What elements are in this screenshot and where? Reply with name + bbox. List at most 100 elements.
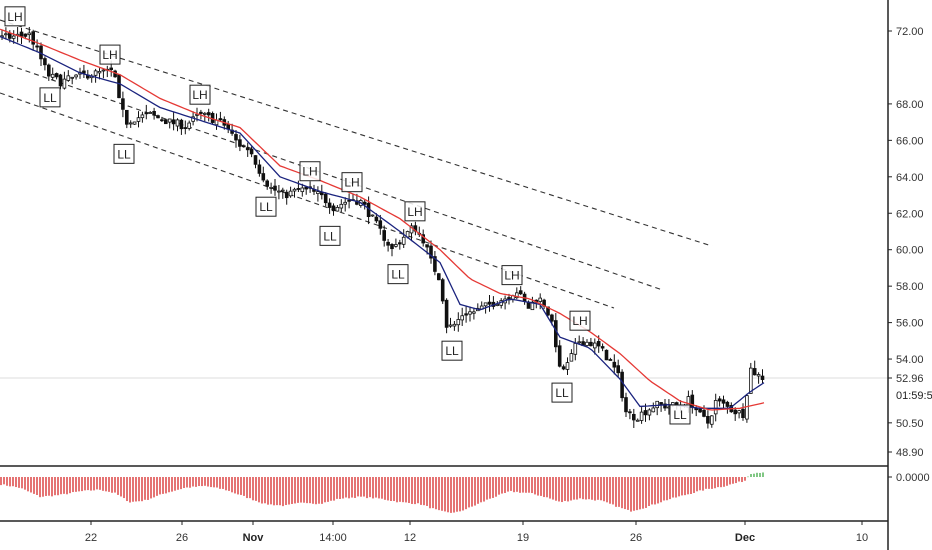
candle-body[interactable] bbox=[655, 400, 659, 409]
candle-body[interactable] bbox=[386, 241, 390, 246]
candle-body[interactable] bbox=[635, 419, 640, 422]
candle-body[interactable] bbox=[257, 164, 262, 174]
candle-body[interactable] bbox=[4, 33, 8, 36]
candle-body[interactable] bbox=[132, 121, 137, 125]
candle-body[interactable] bbox=[70, 76, 75, 79]
candle-body[interactable] bbox=[632, 413, 636, 421]
candle-body[interactable] bbox=[195, 114, 199, 116]
candle-body[interactable] bbox=[249, 148, 254, 155]
candle-body[interactable] bbox=[277, 190, 281, 193]
candle-body[interactable] bbox=[11, 35, 16, 39]
candle-body[interactable] bbox=[47, 64, 51, 77]
candle-body[interactable] bbox=[199, 111, 203, 114]
candle-body[interactable] bbox=[335, 207, 340, 212]
candle-body[interactable] bbox=[273, 185, 277, 191]
candle-body[interactable] bbox=[749, 367, 753, 394]
candle-body[interactable] bbox=[31, 31, 35, 45]
candle-body[interactable] bbox=[304, 186, 308, 190]
candle-body[interactable] bbox=[421, 234, 425, 244]
candle-body[interactable] bbox=[54, 73, 59, 78]
candle-body[interactable] bbox=[674, 402, 679, 406]
lower-high-label[interactable]: LH bbox=[569, 310, 591, 331]
candle-body[interactable] bbox=[596, 341, 601, 347]
candle-body[interactable] bbox=[319, 192, 324, 196]
price-axis-ticks[interactable]: 72.00 68.00 66.00 64.00 62.00 60.00 58.00 56.00… bbox=[888, 26, 924, 459]
candle-body[interactable] bbox=[179, 119, 184, 130]
candle-body[interactable] bbox=[394, 244, 398, 247]
candle-body[interactable] bbox=[737, 410, 741, 414]
candle-body[interactable] bbox=[66, 75, 71, 81]
candle-body[interactable] bbox=[487, 301, 492, 305]
candle-body[interactable] bbox=[327, 202, 332, 208]
candle-body[interactable] bbox=[265, 180, 269, 187]
candle-body[interactable] bbox=[140, 114, 145, 119]
candle-body[interactable] bbox=[557, 345, 562, 367]
candle-body[interactable] bbox=[589, 341, 593, 347]
candle-body[interactable] bbox=[296, 188, 301, 190]
lower-high-label[interactable]: LH bbox=[189, 84, 211, 105]
candle-body[interactable] bbox=[19, 31, 24, 37]
candle-body[interactable] bbox=[600, 346, 605, 349]
candle-body[interactable] bbox=[35, 45, 39, 48]
candle-body[interactable] bbox=[628, 411, 632, 414]
candle-body[interactable] bbox=[234, 134, 238, 141]
candle-body[interactable] bbox=[316, 191, 320, 194]
candle-body[interactable] bbox=[245, 147, 250, 151]
candle-body[interactable] bbox=[378, 220, 383, 229]
candle-body[interactable] bbox=[183, 127, 188, 129]
candle-body[interactable] bbox=[397, 242, 402, 245]
candle-body[interactable] bbox=[530, 301, 535, 311]
candle-body[interactable] bbox=[663, 403, 667, 409]
candle-body[interactable] bbox=[261, 173, 266, 181]
candle-body[interactable] bbox=[163, 119, 168, 125]
candle-body[interactable] bbox=[690, 394, 695, 407]
lower-high-label[interactable]: LH bbox=[299, 161, 321, 182]
candle-body[interactable] bbox=[401, 236, 406, 245]
candle-body[interactable] bbox=[554, 320, 558, 348]
candle-body[interactable] bbox=[624, 397, 628, 413]
candle-body[interactable] bbox=[339, 203, 344, 209]
candle-body[interactable] bbox=[136, 117, 141, 122]
candle-body[interactable] bbox=[288, 190, 293, 197]
candle-body[interactable] bbox=[647, 409, 652, 416]
candle-body[interactable] bbox=[50, 73, 55, 78]
candle-body[interactable] bbox=[429, 245, 433, 259]
candle-body[interactable] bbox=[550, 314, 554, 322]
candle-body[interactable] bbox=[620, 371, 624, 399]
candle-body[interactable] bbox=[300, 187, 305, 193]
candle-body[interactable] bbox=[160, 119, 164, 122]
candle-body[interactable] bbox=[433, 256, 437, 272]
candle-body[interactable] bbox=[721, 399, 726, 404]
lower-low-label[interactable]: LL bbox=[669, 404, 691, 425]
candle-body[interactable] bbox=[460, 315, 464, 321]
candle-body[interactable] bbox=[323, 193, 328, 204]
candle-body[interactable] bbox=[452, 323, 457, 327]
candle-body[interactable] bbox=[7, 33, 12, 39]
candle-body[interactable] bbox=[280, 189, 285, 192]
candle-body[interactable] bbox=[561, 366, 566, 370]
candle-body[interactable] bbox=[752, 368, 757, 376]
candle-body[interactable] bbox=[269, 186, 273, 189]
candle-body[interactable] bbox=[495, 304, 500, 306]
trend-channel-line[interactable] bbox=[0, 19, 713, 247]
candle-body[interactable] bbox=[717, 398, 722, 402]
candle-body[interactable] bbox=[347, 199, 351, 202]
candle-body[interactable] bbox=[546, 306, 550, 316]
candle-body[interactable] bbox=[101, 69, 106, 72]
candle-body[interactable] bbox=[643, 410, 648, 416]
candle-body[interactable] bbox=[284, 191, 289, 199]
candle-body[interactable] bbox=[238, 139, 242, 147]
candle-body[interactable] bbox=[425, 244, 429, 248]
candle-body[interactable] bbox=[585, 341, 589, 346]
candle-body[interactable] bbox=[710, 415, 714, 425]
candle-body[interactable] bbox=[702, 409, 706, 417]
candle-body[interactable] bbox=[725, 401, 730, 407]
candle-body[interactable] bbox=[152, 110, 156, 116]
candle-body[interactable] bbox=[218, 118, 223, 121]
candle-body[interactable] bbox=[760, 375, 765, 380]
lower-high-label[interactable]: LH bbox=[501, 265, 523, 286]
candle-body[interactable] bbox=[23, 33, 28, 37]
candle-body[interactable] bbox=[171, 119, 176, 125]
candle-body[interactable] bbox=[97, 71, 102, 74]
